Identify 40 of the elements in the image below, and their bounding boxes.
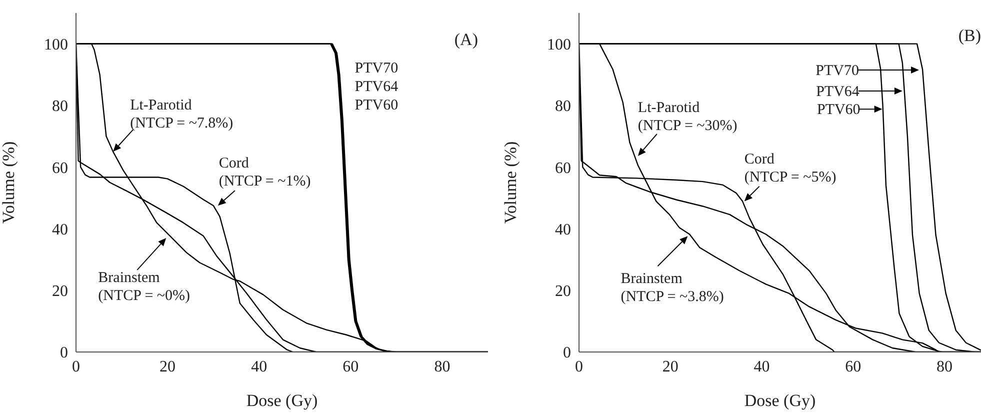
x-axis-title: Dose (Gy) xyxy=(246,391,318,410)
y-tick-label: 100 xyxy=(547,36,571,54)
x-tick-label: 80 xyxy=(936,358,952,376)
annotation: Cord (NTCP = ~1%) xyxy=(218,156,311,190)
y-tick-label: 60 xyxy=(555,160,571,177)
x-tick-label: 80 xyxy=(434,358,450,376)
y-tick-label: 0 xyxy=(60,344,68,362)
y-tick-label: 80 xyxy=(52,98,68,116)
x-tick-label: 20 xyxy=(662,358,678,376)
y-axis-title: Volume (%) xyxy=(0,141,18,224)
x-tick-label: 0 xyxy=(575,358,583,376)
annotation: PTV70 xyxy=(354,60,398,76)
annotation: PTV60 xyxy=(354,97,398,114)
annotation: Lt-Parotid (NTCP = ~7.8%) xyxy=(130,98,234,132)
y-tick-label: 20 xyxy=(52,283,68,300)
x-axis-title: Dose (Gy) xyxy=(744,391,816,410)
y-tick-label: 40 xyxy=(555,221,571,238)
y-tick-label: 20 xyxy=(555,283,571,300)
y-axis-title: Volume (%) xyxy=(501,141,520,224)
x-tick-label: 60 xyxy=(845,358,862,376)
y-tick-label: 40 xyxy=(52,221,68,238)
annotation: PTV60 xyxy=(816,102,860,118)
y-tick-label: 0 xyxy=(563,344,571,362)
annotation: Brainstem (NTCP = ~3.8%) xyxy=(620,271,724,306)
annotation: PTV64 xyxy=(354,78,399,95)
y-tick-label: 80 xyxy=(555,98,571,116)
annotation: Cord (NTCP = ~5%) xyxy=(744,151,836,186)
x-tick-label: 20 xyxy=(160,358,176,376)
text: (B) xyxy=(958,26,981,46)
y-tick-label: 100 xyxy=(44,36,68,54)
x-tick-label: 40 xyxy=(251,358,268,376)
annotation: PTV64 xyxy=(816,84,860,100)
annotation: PTV70 xyxy=(816,63,859,79)
x-tick-label: 40 xyxy=(754,358,770,376)
annotation: Lt-Parotid (NTCP = ~30%) xyxy=(638,100,738,134)
x-tick-label: 60 xyxy=(342,358,359,376)
text: (A) xyxy=(454,30,478,50)
annotation: Brainstem (NTCP = ~0%) xyxy=(98,270,190,304)
y-tick-label: 60 xyxy=(52,160,68,177)
x-tick-label: 0 xyxy=(72,358,80,376)
